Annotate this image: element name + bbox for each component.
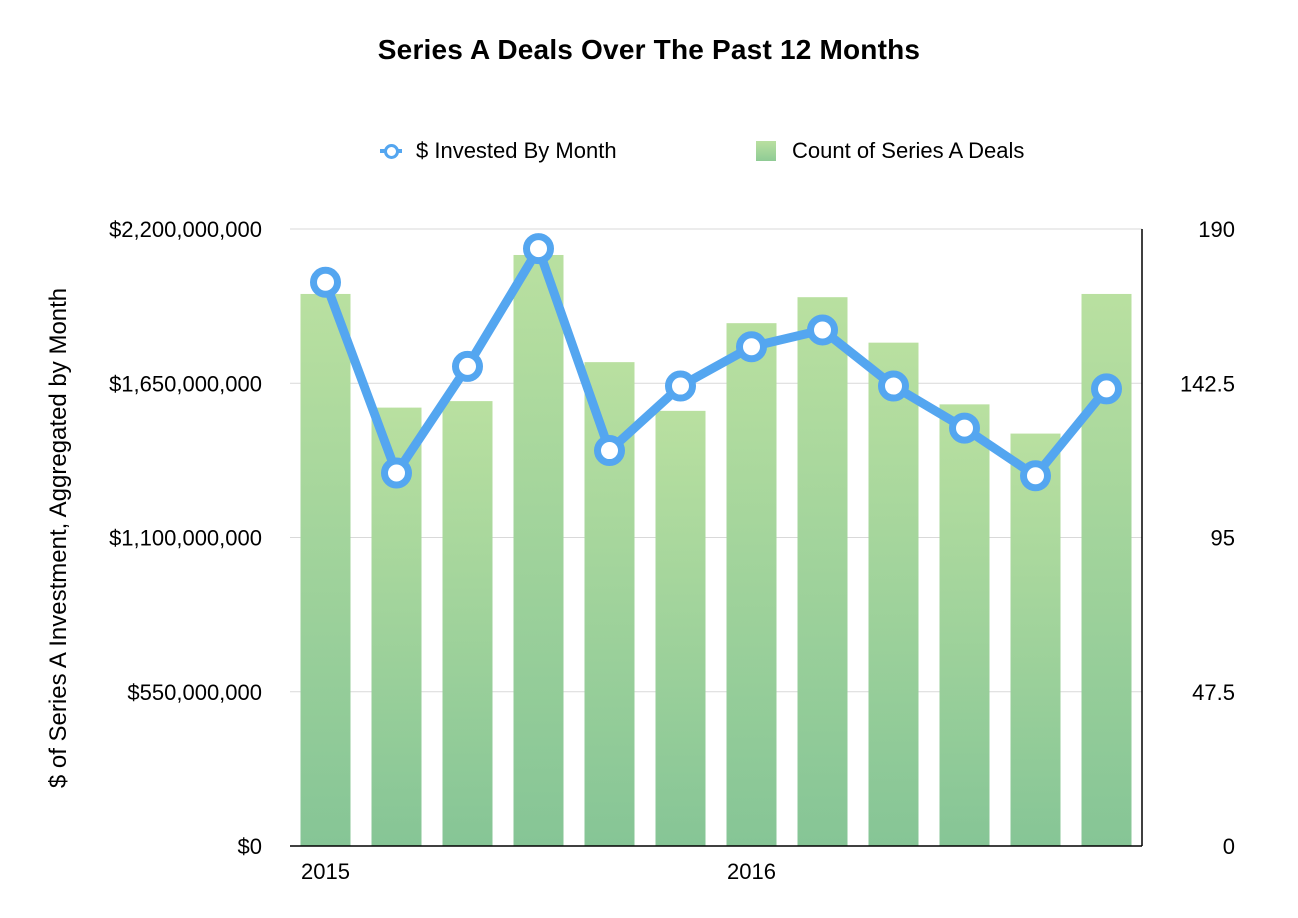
legend-label-deal-count: Count of Series A Deals	[792, 138, 1025, 163]
invested-data-point	[310, 266, 341, 298]
y2-tick-label: 190	[1198, 217, 1235, 242]
invested-data-point	[594, 435, 625, 467]
y-tick-label: $550,000,000	[127, 680, 262, 705]
bar	[797, 297, 848, 847]
bar	[939, 404, 990, 846]
bar	[442, 401, 493, 846]
y-tick-label: $2,200,000,000	[109, 217, 262, 242]
invested-data-point	[381, 457, 412, 489]
invested-data-point	[665, 370, 696, 402]
legend-label-invested: $ Invested By Month	[416, 138, 617, 163]
bar	[655, 410, 706, 846]
legend: $ Invested By Month Count of Series A De…	[0, 136, 1298, 166]
y2-tick-label: 95	[1211, 526, 1235, 551]
bar	[513, 254, 564, 846]
invested-data-point	[1020, 460, 1051, 492]
bar	[726, 323, 777, 846]
legend-item-deal-count: Count of Series A Deals	[756, 136, 1024, 166]
y-tick-label: $1,650,000,000	[109, 371, 262, 396]
bar	[300, 293, 351, 846]
y-axis-title: $ of Series A Investment, Aggregated by …	[45, 288, 72, 788]
x-tick-label: 2015	[301, 859, 350, 884]
chart-title: Series A Deals Over The Past 12 Months	[377, 34, 921, 65]
invested-data-point	[949, 412, 980, 444]
x-tick-label: 2016	[727, 859, 776, 884]
bar	[868, 342, 919, 846]
invested-data-point	[878, 370, 909, 402]
invested-data-point	[523, 233, 554, 265]
y2-tick-label: 47.5	[1192, 680, 1235, 705]
bar	[1010, 433, 1061, 846]
invested-data-point	[452, 350, 483, 382]
legend-bar-swatch-icon	[756, 141, 776, 161]
invested-data-point	[807, 314, 838, 346]
y2-tick-label: 0	[1223, 834, 1235, 859]
legend-line-marker-icon	[380, 140, 402, 162]
invested-data-point	[736, 331, 767, 363]
legend-item-invested: $ Invested By Month	[380, 136, 617, 166]
y2-tick-label: 142.5	[1180, 371, 1235, 396]
y-tick-label: $1,100,000,000	[109, 526, 262, 551]
invested-data-point	[1091, 373, 1122, 405]
y-tick-label: $0	[238, 834, 262, 859]
